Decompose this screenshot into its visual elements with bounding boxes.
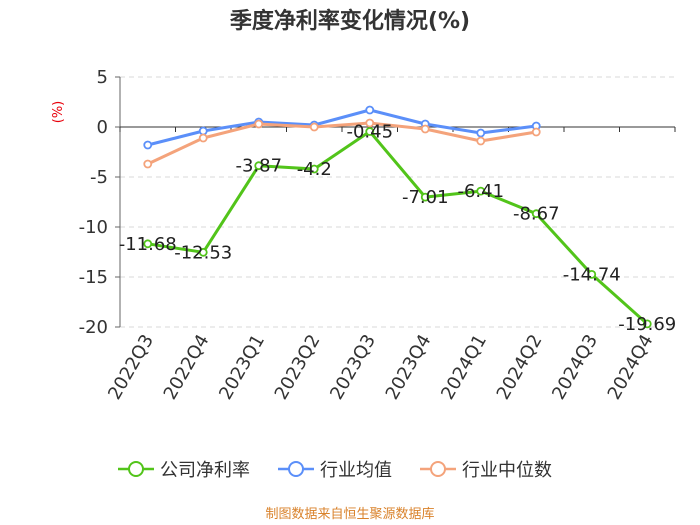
data-label: -19.69 [618, 314, 676, 335]
legend-item[interactable]: 行业中位数 [420, 460, 552, 481]
source-note: 制图数据来自恒生聚源数据库 [265, 506, 434, 522]
data-label: -11.68 [119, 234, 177, 255]
data-point[interactable] [143, 159, 153, 169]
x-tick-label: 2022Q4 [160, 331, 214, 403]
data-point[interactable] [143, 140, 153, 150]
y-tick-label: 5 [97, 67, 108, 88]
data-point[interactable] [420, 124, 430, 134]
grid [120, 76, 675, 328]
x-tick-label: 2023Q3 [326, 331, 380, 403]
legend-item[interactable]: 行业均值 [278, 460, 392, 481]
data-point[interactable] [309, 122, 319, 132]
legend-label: 行业均值 [320, 460, 392, 481]
data-labels: -11.68-12.53 -3.87 -4.2 -0.45 -7.01 -6.41 -8.6… [119, 122, 677, 335]
data-point[interactable] [476, 136, 486, 146]
x-tick-label: 2024Q3 [548, 331, 602, 403]
series-layer [143, 105, 652, 329]
data-point[interactable] [143, 239, 153, 249]
data-point[interactable] [420, 192, 430, 202]
x-tick-label: 2023Q1 [215, 331, 269, 403]
series-line [147, 121, 537, 166]
data-label: -14.74 [563, 264, 621, 285]
y-tick-label: -15 [79, 267, 108, 288]
legend-marker [430, 461, 446, 477]
series-line [147, 130, 649, 326]
data-label: -6.41 [457, 181, 504, 202]
data-point[interactable] [642, 319, 652, 329]
y-tick-label: 0 [97, 117, 108, 138]
series-line [147, 108, 537, 147]
legend[interactable]: 公司净利率 行业均值 行业中位数 [118, 460, 552, 481]
x-tick-label: 2024Q4 [604, 331, 658, 403]
data-point[interactable] [531, 127, 541, 137]
data-point[interactable] [198, 133, 208, 143]
data-point[interactable] [365, 105, 375, 115]
x-tick-label: 2024Q1 [437, 331, 491, 403]
y-tick-label: -10 [79, 217, 108, 238]
data-point[interactable] [254, 119, 264, 129]
legend-label: 公司净利率 [160, 460, 250, 481]
data-point[interactable] [365, 118, 375, 128]
x-tick-label: 2023Q2 [271, 331, 325, 403]
legend-item[interactable]: 公司净利率 [118, 460, 250, 481]
legend-marker [288, 461, 304, 477]
y-tick-label: -5 [90, 167, 108, 188]
data-label: -12.53 [174, 242, 232, 263]
data-point[interactable] [198, 126, 208, 136]
y-axis-unit: (%) [51, 101, 66, 124]
data-label: -8.67 [513, 204, 560, 225]
data-label: -0.45 [346, 122, 393, 143]
data-point[interactable] [309, 164, 319, 174]
data-label: -7.01 [402, 187, 449, 208]
y-tick-label: -20 [79, 317, 108, 338]
data-point[interactable] [531, 209, 541, 219]
data-point[interactable] [198, 247, 208, 257]
legend-marker [128, 461, 144, 477]
data-point[interactable] [254, 161, 264, 171]
x-tick-label: 2022Q3 [104, 331, 158, 403]
legend-label: 行业中位数 [462, 460, 552, 481]
data-label: -3.87 [235, 156, 282, 177]
data-point[interactable] [365, 127, 375, 136]
x-tick-label: 2024Q2 [493, 331, 547, 403]
data-label: -4.2 [297, 159, 332, 180]
x-tick-label: 2023Q4 [382, 331, 436, 403]
chart-title: 季度净利率变化情况(%) [230, 8, 470, 34]
data-point[interactable] [476, 186, 486, 196]
data-point[interactable] [476, 128, 486, 138]
data-point[interactable] [587, 269, 597, 279]
